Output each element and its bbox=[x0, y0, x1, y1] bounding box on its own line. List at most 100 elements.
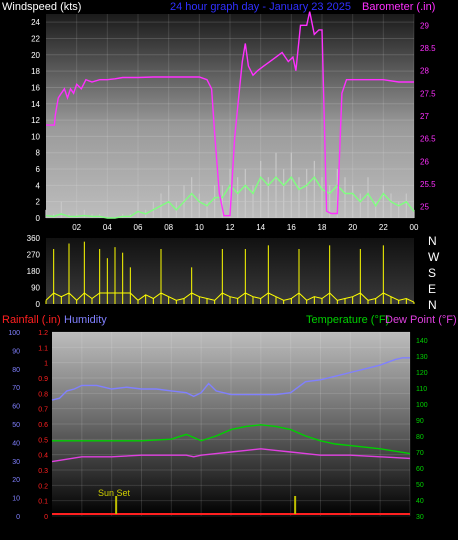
dir-label-e: E bbox=[428, 282, 436, 296]
p3-rtick-0.3: 0.3 bbox=[38, 468, 48, 475]
p1-rtick-28: 28 bbox=[420, 67, 429, 76]
p2-ytick-270: 270 bbox=[27, 251, 41, 260]
p3-rtick-1.2: 1.2 bbox=[38, 330, 48, 337]
sun-set-annotation: Sun Set bbox=[98, 488, 131, 498]
p1-ytick-22: 22 bbox=[31, 34, 40, 43]
p3-tick-14: 14 bbox=[256, 521, 265, 530]
p3-htick-100: 100 bbox=[8, 330, 20, 337]
p3-rtick-0.2: 0.2 bbox=[38, 483, 48, 490]
p1-tick-06: 06 bbox=[134, 223, 143, 232]
p1-tick-00: 00 bbox=[410, 223, 419, 232]
p3-htick-40: 40 bbox=[12, 440, 20, 447]
p1-tick-14: 14 bbox=[256, 223, 265, 232]
p3-ttick-50: 50 bbox=[416, 482, 424, 489]
p3-rtick-0.7: 0.7 bbox=[38, 407, 48, 414]
p3-ttick-30: 30 bbox=[416, 514, 424, 521]
barometer-line bbox=[46, 11, 414, 217]
p1-rtick-25: 25 bbox=[420, 203, 429, 212]
p1-rtick-26.5: 26.5 bbox=[420, 135, 436, 144]
p3-tick-12: 12 bbox=[227, 521, 236, 530]
direction-line bbox=[45, 292, 415, 303]
p1-rtick-28.5: 28.5 bbox=[420, 44, 436, 53]
p3-rtick-0.6: 0.6 bbox=[38, 422, 48, 429]
p3-ttick-110: 110 bbox=[416, 386, 427, 393]
p1-rtick-27.5: 27.5 bbox=[420, 89, 436, 98]
p1-tick-02: 02 bbox=[72, 223, 81, 232]
temperature-line bbox=[52, 424, 411, 455]
p1-ytick-6: 6 bbox=[36, 165, 41, 174]
p1-tick-18: 18 bbox=[318, 223, 327, 232]
p2-ytick-180: 180 bbox=[27, 267, 41, 276]
p1-tick-20: 20 bbox=[348, 223, 357, 232]
p3-tick-16: 16 bbox=[286, 521, 295, 530]
p3-ttick-40: 40 bbox=[416, 498, 424, 505]
dir-label-n1: N bbox=[428, 234, 437, 248]
p1-tick-10: 10 bbox=[195, 223, 204, 232]
p1-ytick-16: 16 bbox=[31, 83, 40, 92]
p1-rtick-25.5: 25.5 bbox=[420, 180, 436, 189]
p1-ytick-10: 10 bbox=[31, 132, 40, 141]
p3-ttick-70: 70 bbox=[416, 450, 424, 457]
p3-rtick-0.4: 0.4 bbox=[38, 453, 48, 460]
humidity-line bbox=[51, 357, 410, 401]
p3-tick-02: 02 bbox=[77, 521, 86, 530]
p3-tick-00: 00 bbox=[406, 521, 415, 530]
p3-tick-22: 22 bbox=[376, 521, 385, 530]
p2-ytick-90: 90 bbox=[31, 284, 40, 293]
p3-htick-90: 90 bbox=[12, 348, 20, 355]
p3-tick-20: 20 bbox=[346, 521, 355, 530]
p1-ytick-2: 2 bbox=[36, 198, 41, 207]
p3-htick-60: 60 bbox=[12, 404, 20, 411]
p3-ttick-100: 100 bbox=[416, 402, 428, 409]
p1-ytick-18: 18 bbox=[31, 67, 40, 76]
p3-rtick-0.8: 0.8 bbox=[38, 391, 48, 398]
p3-ttick-130: 130 bbox=[416, 354, 428, 361]
p1-ytick-4: 4 bbox=[36, 181, 41, 190]
p3-rtick-0.5: 0.5 bbox=[38, 437, 48, 444]
panel3-title-dewpoint: Dew Point (°F) bbox=[385, 314, 457, 326]
p3-rtick-1: 1 bbox=[44, 361, 48, 368]
dir-label-n2: N bbox=[428, 298, 437, 312]
p1-ytick-8: 8 bbox=[36, 149, 41, 158]
p3-htick-0: 0 bbox=[16, 514, 20, 521]
p3-ttick-80: 80 bbox=[416, 434, 424, 441]
p3-rtick-1.1: 1.1 bbox=[38, 345, 48, 352]
p3-ttick-140: 140 bbox=[416, 338, 428, 345]
dir-label-w: W bbox=[428, 250, 440, 264]
p1-tick-04: 04 bbox=[103, 223, 112, 232]
p1-ytick-0: 0 bbox=[36, 214, 41, 223]
p1-rtick-27: 27 bbox=[420, 112, 429, 121]
p3-rtick-0.1: 0.1 bbox=[38, 499, 48, 506]
p1-rtick-26: 26 bbox=[420, 157, 429, 166]
p3-tick-10: 10 bbox=[197, 521, 206, 530]
p1-rtick-29: 29 bbox=[420, 21, 429, 30]
panel3-plot bbox=[52, 332, 410, 516]
panel3-title-temperature: Temperature (°F) bbox=[306, 314, 389, 326]
p3-htick-20: 20 bbox=[12, 477, 20, 484]
panel1-title-center: 24 hour graph day - January 23 2025 bbox=[170, 1, 351, 13]
p1-ytick-24: 24 bbox=[31, 18, 40, 27]
p2-ytick-360: 360 bbox=[27, 234, 41, 243]
panel1-title-left: Windspeed (kts) bbox=[2, 1, 81, 13]
p3-tick-08: 08 bbox=[167, 521, 176, 530]
p3-tick-04: 04 bbox=[107, 521, 116, 530]
p3-rtick-0: 0 bbox=[44, 514, 48, 521]
p1-ytick-20: 20 bbox=[31, 51, 40, 60]
p3-htick-10: 10 bbox=[12, 496, 20, 503]
p3-htick-50: 50 bbox=[12, 422, 20, 429]
panel3-title-rain: Rainfall (.in) bbox=[2, 314, 61, 326]
p3-htick-70: 70 bbox=[12, 385, 20, 392]
p1-tick-16: 16 bbox=[287, 223, 296, 232]
p3-htick-80: 80 bbox=[12, 367, 20, 374]
panel1-title-right: Barometer (.in) bbox=[362, 1, 435, 13]
p3-ttick-60: 60 bbox=[416, 466, 424, 473]
dir-label-s: S bbox=[428, 266, 436, 280]
p3-rtick-0.9: 0.9 bbox=[38, 376, 48, 383]
p3-ttick-120: 120 bbox=[416, 370, 428, 377]
p1-ytick-14: 14 bbox=[31, 100, 40, 109]
dewpoint-line bbox=[51, 448, 411, 463]
p3-tick-06: 06 bbox=[137, 521, 146, 530]
p1-ytick-12: 12 bbox=[31, 116, 40, 125]
panel3-title-humidity: Humidity bbox=[64, 314, 107, 326]
